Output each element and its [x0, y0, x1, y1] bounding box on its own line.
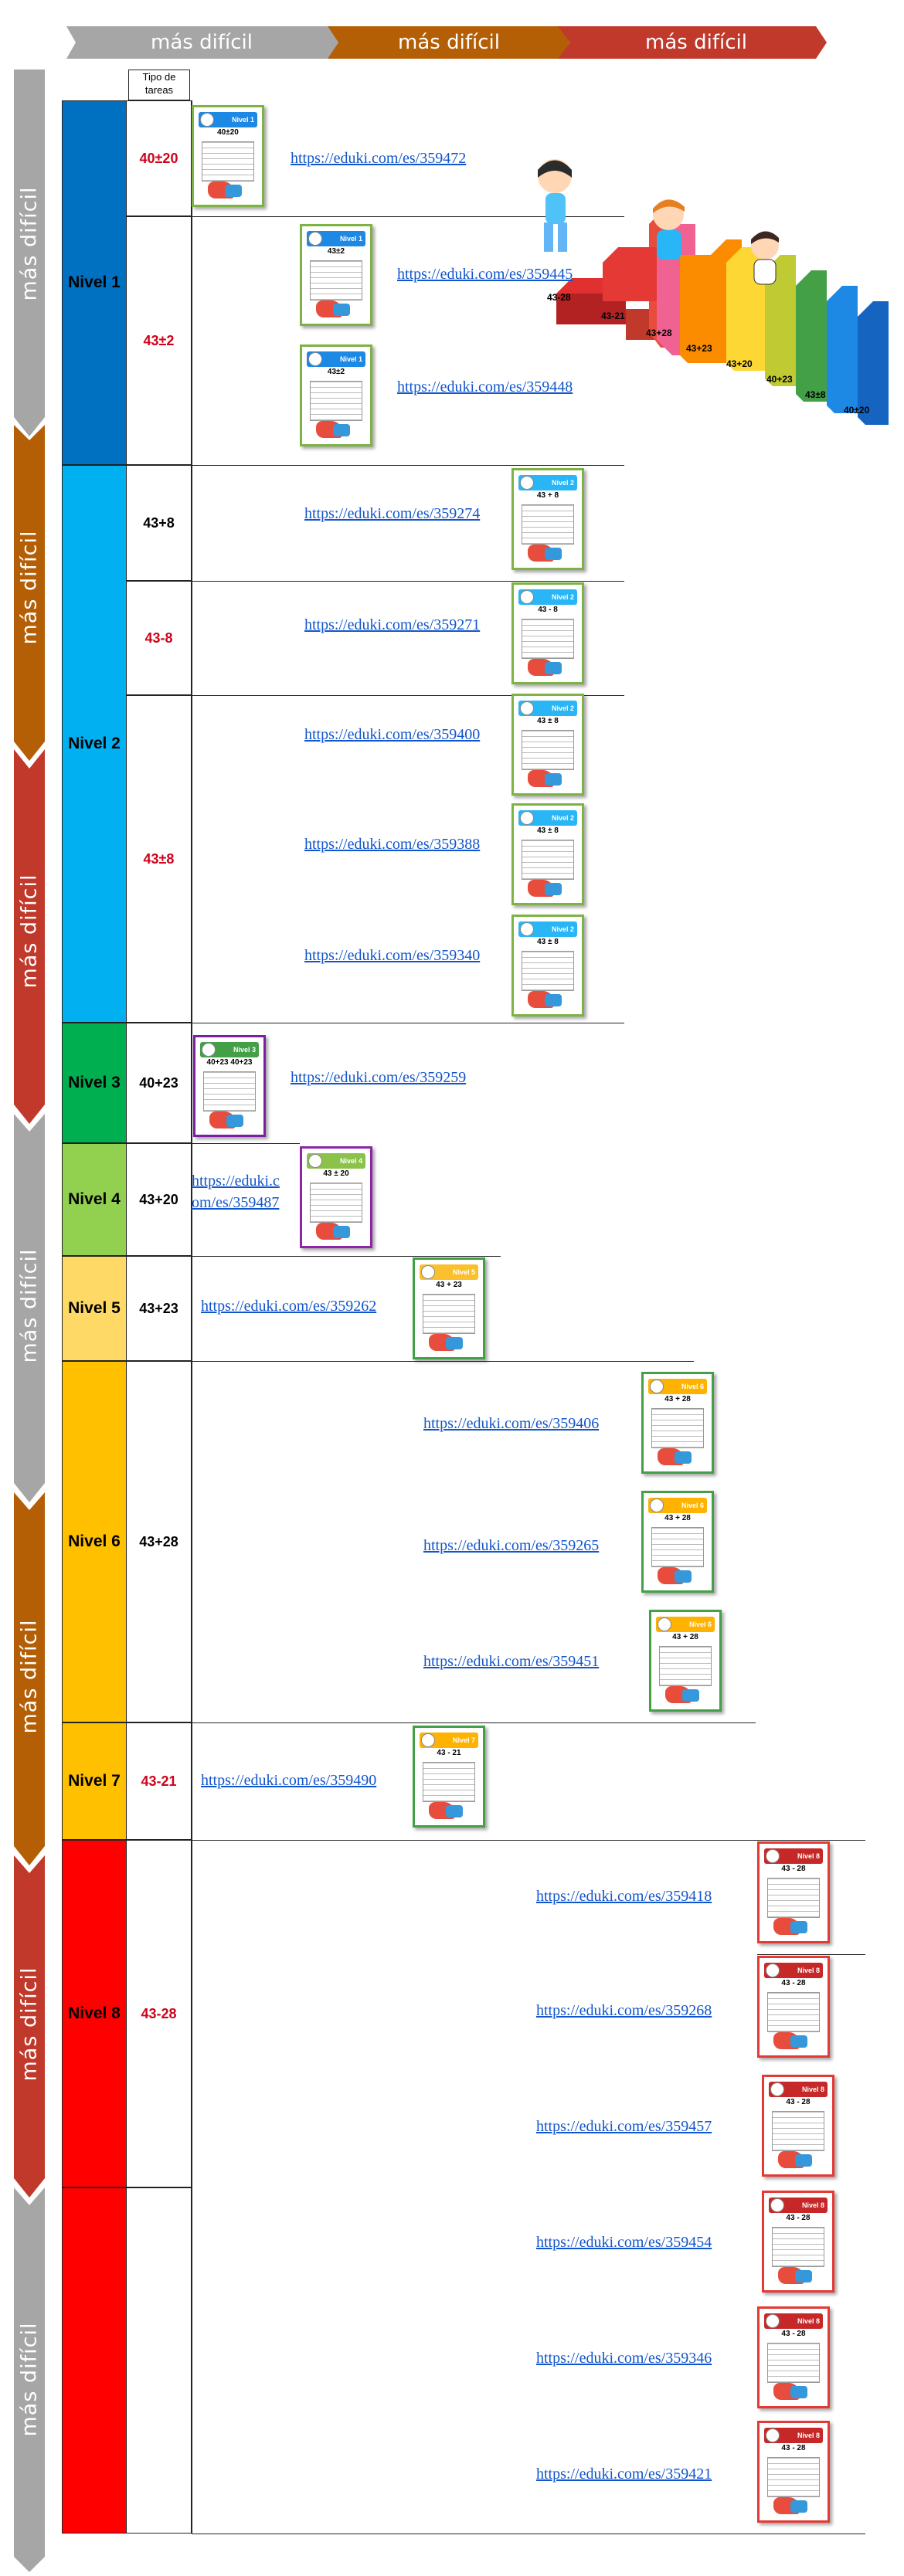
stair-label: 43+20	[726, 358, 753, 369]
worksheet-thumbnail[interactable]: Nivel 8 43 - 28	[757, 1841, 830, 1943]
worksheet-thumbnail[interactable]: Nivel 2 43 + 8	[511, 468, 584, 570]
resource-link[interactable]: https://eduki.com/es/359262	[201, 1298, 377, 1315]
resource-link[interactable]: https://eduki.com/es/359454	[536, 2234, 712, 2251]
resource-link[interactable]: https://eduki.com/es/359268	[536, 2002, 712, 2019]
row-line	[192, 1722, 756, 1723]
resource-link[interactable]: https://eduki.com/es/359421	[536, 2466, 712, 2483]
header-arrow-3: más difícil	[645, 31, 747, 54]
side-arrow-2: más difícil	[17, 530, 42, 644]
resource-link[interactable]: https://eduki.com/es/359448	[397, 378, 573, 395]
resource-link[interactable]: https://eduki.com/es/359388	[304, 836, 481, 853]
side-arrow-7: más difícil	[17, 2322, 42, 2436]
worksheet-thumbnail[interactable]: Nivel 6 43 + 28	[649, 1610, 722, 1712]
row-line	[757, 1954, 865, 1955]
resource-link[interactable]: https://eduki.com/es/359346	[536, 2350, 712, 2367]
row-line	[192, 1361, 694, 1362]
resource-link[interactable]: https://eduki.com/es/359406	[423, 1415, 600, 1432]
worksheet-thumbnail[interactable]: Nivel 1 43±2	[300, 224, 372, 326]
side-arrows	[14, 70, 45, 2572]
level-3: Nivel 3	[62, 1023, 127, 1143]
stair-label: 40+23	[766, 374, 793, 385]
row-line	[192, 216, 624, 217]
worksheet-thumbnail[interactable]: Nivel 2 43 - 8	[511, 582, 584, 684]
worksheet-thumbnail[interactable]: Nivel 8 43 - 28	[757, 2421, 830, 2523]
worksheet-thumbnail[interactable]: Nivel 2 43 ± 8	[511, 694, 584, 796]
side-arrow-4: más difícil	[17, 1248, 42, 1363]
level-1: Nivel 1	[62, 100, 127, 465]
resource-link[interactable]: https://eduki.com/es/359418	[536, 1888, 712, 1905]
worksheet-thumbnail[interactable]: Nivel 4 43 ± 20	[300, 1146, 372, 1248]
level-2: Nivel 2	[62, 465, 127, 1023]
column-header: Tipo de tareas	[128, 70, 190, 100]
side-arrow-3: más difícil	[17, 874, 42, 988]
row-line	[192, 1256, 501, 1257]
stair-label: 40±20	[844, 405, 870, 416]
worksheet-thumbnail[interactable]: Nivel 8 43 - 28	[757, 2306, 830, 2408]
row-line	[192, 1840, 865, 1841]
side-arrow-1: más difícil	[17, 186, 42, 300]
stair-label: 43+23	[686, 343, 712, 354]
worksheet-thumbnail[interactable]: Nivel 5 43 + 23	[413, 1257, 485, 1359]
task-5: 43±8	[127, 695, 192, 1023]
row-line	[192, 581, 624, 582]
stair-label: 43+28	[646, 328, 672, 338]
worksheet-thumbnail[interactable]: Nivel 2 43 ± 8	[511, 915, 584, 1016]
resource-link[interactable]: https://eduki.com/es/359400	[304, 726, 481, 743]
level-4: Nivel 4	[62, 1143, 127, 1256]
task-7: 43+20	[127, 1143, 192, 1256]
resource-link[interactable]: https://eduki.com/es/359265	[423, 1537, 600, 1554]
row-line	[192, 695, 624, 696]
level-8-continued	[62, 2187, 127, 2534]
side-arrow-5: más difícil	[17, 1619, 42, 1733]
resource-link[interactable]: https://eduki.com/es/359340	[304, 947, 481, 964]
row-line	[192, 1143, 300, 1144]
task-12	[127, 2187, 192, 2534]
staircase-illustration	[538, 159, 889, 425]
task-4: 43-8	[127, 581, 192, 695]
task-2: 43±2	[127, 216, 192, 465]
worksheet-thumbnail[interactable]: Nivel 7 43 - 21	[413, 1726, 485, 1828]
worksheet-thumbnail[interactable]: Nivel 8 43 - 28	[762, 2191, 834, 2293]
header-arrow-1: más difícil	[151, 31, 253, 54]
header-arrow-2: más difícil	[398, 31, 500, 54]
stair-label: 43-28	[547, 292, 571, 303]
task-6: 40+23	[127, 1023, 192, 1143]
worksheet-thumbnail[interactable]: Nivel 1 43±2	[300, 344, 372, 446]
level-5: Nivel 5	[62, 1256, 127, 1361]
worksheet-thumbnail[interactable]: Nivel 6 43 + 28	[641, 1372, 714, 1474]
header-arrows	[66, 26, 827, 59]
level-8: Nivel 8	[62, 1840, 127, 2187]
task-11: 43-28	[127, 1840, 192, 2187]
worksheet-thumbnail[interactable]: Nivel 2 43 ± 8	[511, 803, 584, 905]
task-3: 43+8	[127, 465, 192, 581]
worksheet-thumbnail[interactable]: Nivel 8 43 - 28	[762, 2075, 834, 2177]
resource-link[interactable]: https://eduki.com/es/359259	[291, 1069, 467, 1086]
stair-label: 43-21	[601, 311, 625, 321]
worksheet-thumbnail[interactable]: Nivel 6 43 + 28	[641, 1491, 714, 1593]
worksheet-thumbnail[interactable]: Nivel 3 40+23 40+23	[193, 1035, 266, 1137]
resource-link[interactable]: https://eduki.com/es/359457	[536, 2118, 712, 2135]
resource-link[interactable]: https://eduki.com/es/359490	[201, 1772, 377, 1789]
resource-link-split[interactable]: https://eduki.c	[192, 1173, 280, 1190]
resource-link[interactable]: https://eduki.com/es/359472	[291, 150, 467, 167]
level-7: Nivel 7	[62, 1722, 127, 1840]
level-6: Nivel 6	[62, 1361, 127, 1722]
row-line	[192, 465, 624, 466]
stair-label: 43±8	[805, 389, 826, 400]
resource-link[interactable]: https://eduki.com/es/359274	[304, 505, 481, 522]
task-8: 43+23	[127, 1256, 192, 1361]
resource-link[interactable]: https://eduki.com/es/359451	[423, 1653, 600, 1670]
resource-link-split[interactable]: om/es/359487	[192, 1194, 280, 1211]
task-9: 43+28	[127, 1361, 192, 1722]
task-1: 40±20	[127, 100, 192, 216]
resource-link[interactable]: https://eduki.com/es/359445	[397, 266, 573, 283]
side-arrow-6: más difícil	[17, 1967, 42, 2081]
worksheet-thumbnail[interactable]: Nivel 1 40±20	[192, 105, 264, 207]
task-10: 43-21	[127, 1722, 192, 1840]
resource-link[interactable]: https://eduki.com/es/359271	[304, 616, 481, 633]
worksheet-thumbnail[interactable]: Nivel 8 43 - 28	[757, 1956, 830, 2058]
